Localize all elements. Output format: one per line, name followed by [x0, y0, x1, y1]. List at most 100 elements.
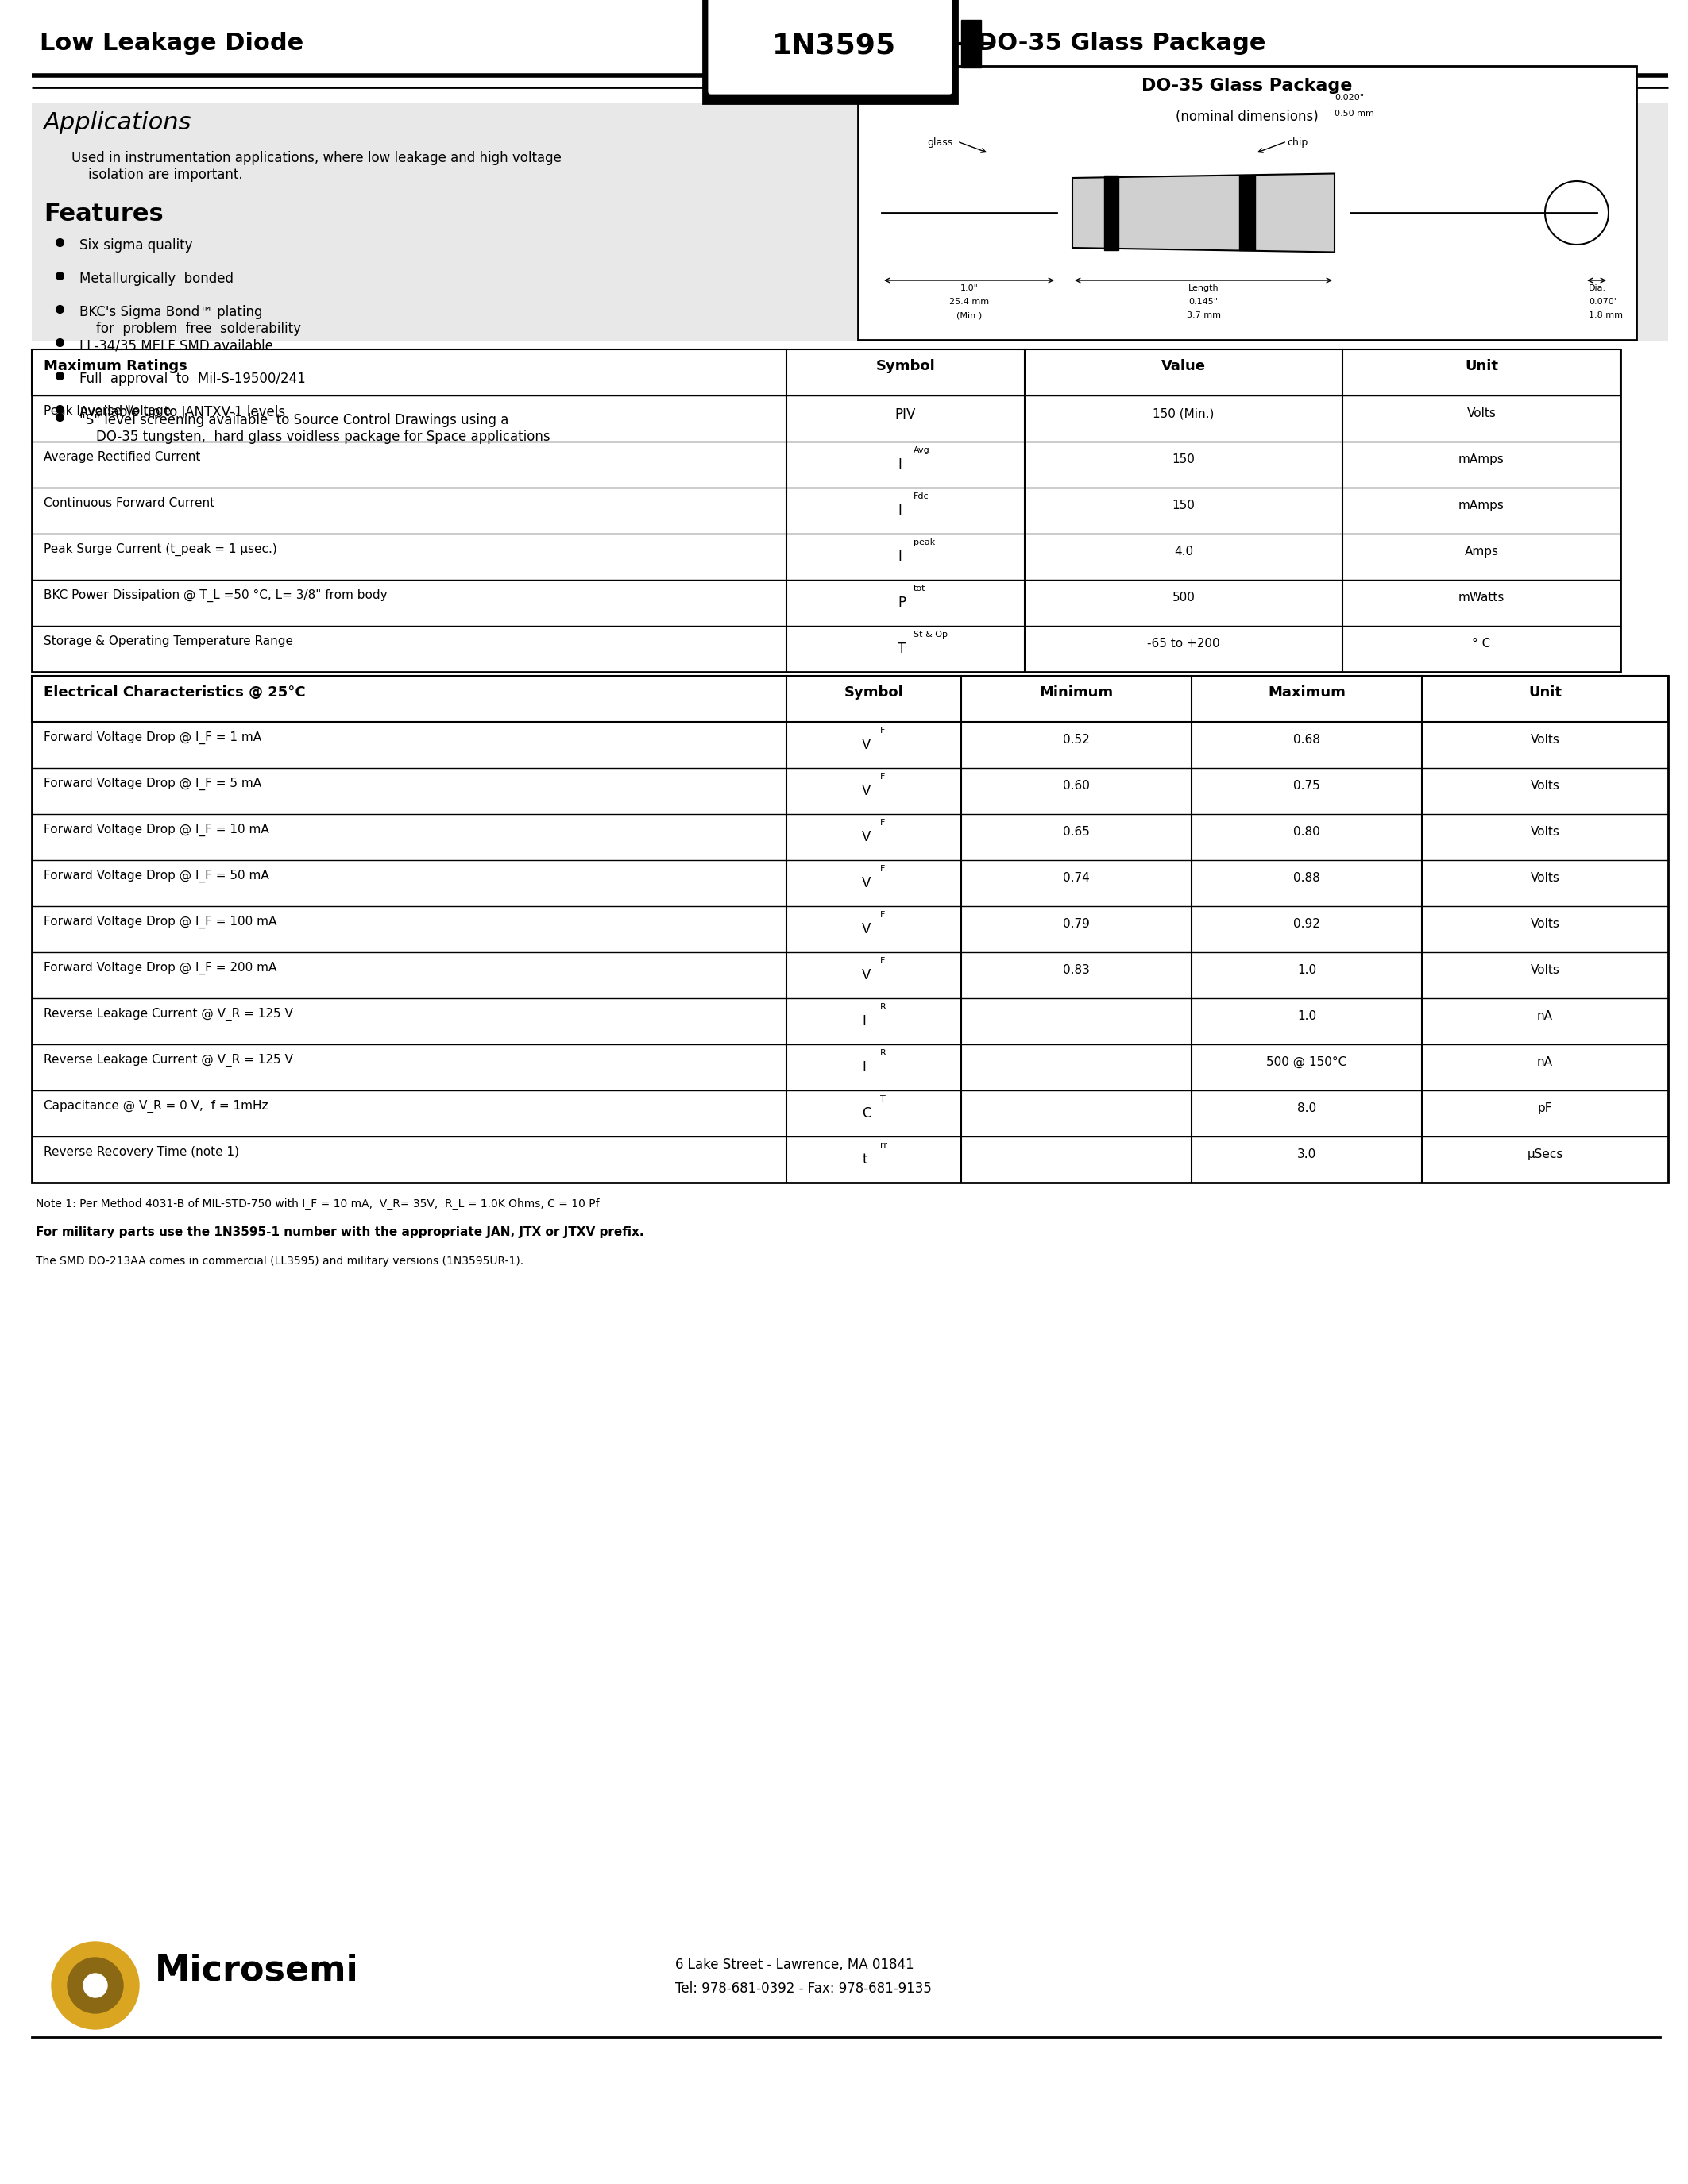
Text: 3.7 mm: 3.7 mm [1187, 312, 1220, 319]
Text: F: F [879, 911, 885, 919]
Text: mAmps: mAmps [1458, 500, 1504, 511]
Text: Storage & Operating Temperature Range: Storage & Operating Temperature Range [44, 636, 294, 646]
Text: Amps: Amps [1465, 546, 1499, 557]
Text: Forward Voltage Drop @ I_F = 1 mA: Forward Voltage Drop @ I_F = 1 mA [44, 732, 262, 745]
Bar [32, 349, 1620, 395]
Text: Note 1: Per Method 4031-B of MIL-STD-750 with I_F = 10 mA,  V_R= 35V,  R_L = 1.0: Note 1: Per Method 4031-B of MIL-STD-750… [35, 1199, 599, 1210]
Text: 0.65: 0.65 [1063, 826, 1090, 839]
Text: 0.070": 0.070" [1588, 297, 1619, 306]
Text: 0.145": 0.145" [1188, 297, 1219, 306]
Bar [1239, 175, 1256, 249]
Text: Length: Length [1188, 284, 1219, 293]
Text: Six sigma quality: Six sigma quality [79, 238, 192, 253]
Text: nA: nA [1538, 1011, 1553, 1022]
FancyBboxPatch shape [707, 0, 954, 96]
Text: Dia.: Dia. [1588, 284, 1607, 293]
Text: Low Leakage Diode: Low Leakage Diode [41, 33, 304, 55]
Text: F: F [879, 865, 885, 874]
Text: Avg: Avg [913, 446, 930, 454]
Text: (nominal dimensions): (nominal dimensions) [1177, 109, 1318, 124]
Text: I: I [898, 505, 901, 518]
Bar [702, 0, 957, 103]
Text: Symbol: Symbol [876, 358, 935, 373]
Text: 0.92: 0.92 [1293, 917, 1320, 930]
Text: Forward Voltage Drop @ I_F = 200 mA: Forward Voltage Drop @ I_F = 200 mA [44, 961, 277, 974]
Bar [32, 675, 1668, 723]
Text: Electrical Characteristics @ 25°C: Electrical Characteristics @ 25°C [44, 686, 306, 699]
Text: Volts: Volts [1531, 780, 1560, 793]
Text: Forward Voltage Drop @ I_F = 10 mA: Forward Voltage Drop @ I_F = 10 mA [44, 823, 268, 836]
Text: T: T [879, 1094, 886, 1103]
Text: Average Rectified Current: Average Rectified Current [44, 452, 201, 463]
Text: Reverse Recovery Time (note 1): Reverse Recovery Time (note 1) [44, 1147, 240, 1158]
Text: 1.0: 1.0 [1296, 1011, 1317, 1022]
Text: 0.60: 0.60 [1063, 780, 1090, 793]
Text: 0.75: 0.75 [1293, 780, 1320, 793]
Bar [960, 20, 981, 68]
Text: t: t [863, 1153, 868, 1166]
Text: ° C: ° C [1472, 638, 1491, 649]
Text: BKC Power Dissipation @ T_L =50 °C, L= 3/8" from body: BKC Power Dissipation @ T_L =50 °C, L= 3… [44, 590, 387, 603]
Text: DO-35 Glass Package: DO-35 Glass Package [1141, 79, 1352, 94]
Text: pF: pF [1538, 1103, 1553, 1114]
Circle shape [52, 1942, 138, 2029]
Text: V: V [863, 968, 871, 983]
Text: Value: Value [1161, 358, 1205, 373]
Text: P: P [898, 596, 906, 609]
Text: 0.79: 0.79 [1063, 917, 1090, 930]
Text: 0.50 mm: 0.50 mm [1335, 109, 1374, 118]
Text: Forward Voltage Drop @ I_F = 50 mA: Forward Voltage Drop @ I_F = 50 mA [44, 869, 268, 882]
Text: Unit: Unit [1465, 358, 1499, 373]
Text: 6 Lake Street - Lawrence, MA 01841: 6 Lake Street - Lawrence, MA 01841 [675, 1957, 913, 1972]
Text: tot: tot [913, 585, 925, 592]
Text: μSecs: μSecs [1528, 1149, 1563, 1160]
Text: F: F [879, 773, 885, 780]
Text: Forward Voltage Drop @ I_F = 100 mA: Forward Voltage Drop @ I_F = 100 mA [44, 915, 277, 928]
Text: Maximum: Maximum [1268, 686, 1345, 699]
Text: chip: chip [1286, 138, 1308, 149]
Bar [1104, 175, 1119, 249]
Text: Metallurgically  bonded: Metallurgically bonded [79, 271, 233, 286]
Text: Volts: Volts [1531, 826, 1560, 839]
Text: 500 @ 150°C: 500 @ 150°C [1266, 1057, 1347, 1068]
Text: glass: glass [928, 138, 954, 149]
Text: Continuous Forward Current: Continuous Forward Current [44, 498, 214, 509]
Text: 500: 500 [1171, 592, 1195, 603]
Text: Tel: 978-681-0392 - Fax: 978-681-9135: Tel: 978-681-0392 - Fax: 978-681-9135 [675, 1981, 932, 1996]
Text: I: I [863, 1059, 866, 1075]
Circle shape [68, 1957, 123, 2014]
Text: DO-35 Glass Package: DO-35 Glass Package [977, 33, 1266, 55]
Text: 25.4 mm: 25.4 mm [949, 297, 989, 306]
Text: V: V [863, 738, 871, 751]
Text: Volts: Volts [1531, 734, 1560, 745]
Text: Maximum Ratings: Maximum Ratings [44, 358, 187, 373]
Text: I: I [863, 1013, 866, 1029]
Text: Volts: Volts [1467, 408, 1496, 419]
Text: V: V [863, 922, 871, 937]
Text: PIV: PIV [895, 408, 917, 422]
Text: Peak Surge Current (t_peak = 1 μsec.): Peak Surge Current (t_peak = 1 μsec.) [44, 544, 277, 557]
Text: F: F [879, 957, 885, 965]
Text: mAmps: mAmps [1458, 454, 1504, 465]
Text: St & Op: St & Op [913, 631, 947, 638]
Text: Forward Voltage Drop @ I_F = 5 mA: Forward Voltage Drop @ I_F = 5 mA [44, 778, 262, 791]
Text: Reverse Leakage Current @ V_R = 125 V: Reverse Leakage Current @ V_R = 125 V [44, 1055, 294, 1066]
Text: The SMD DO-213AA comes in commercial (LL3595) and military versions (1N3595UR-1): The SMD DO-213AA comes in commercial (LL… [35, 1256, 523, 1267]
Text: 0.68: 0.68 [1293, 734, 1320, 745]
Text: For military parts use the 1N3595-1 number with the appropriate JAN, JTX or JTXV: For military parts use the 1N3595-1 numb… [35, 1225, 643, 1238]
Text: BKC's Sigma Bond™ plating
    for  problem  free  solderability: BKC's Sigma Bond™ plating for problem fr… [79, 306, 300, 336]
Text: F: F [879, 727, 885, 734]
Text: Unit: Unit [1528, 686, 1561, 699]
Text: Reverse Leakage Current @ V_R = 125 V: Reverse Leakage Current @ V_R = 125 V [44, 1007, 294, 1020]
Text: 0.74: 0.74 [1063, 871, 1090, 885]
Text: 150: 150 [1171, 500, 1195, 511]
Text: Volts: Volts [1531, 963, 1560, 976]
Text: "S" level screening available  to Source Control Drawings using a
    DO-35 tung: "S" level screening available to Source … [79, 413, 550, 443]
Text: I: I [898, 550, 901, 563]
Text: Volts: Volts [1531, 917, 1560, 930]
Text: mWatts: mWatts [1458, 592, 1504, 603]
Text: (Min.): (Min.) [957, 312, 982, 319]
Text: 4.0: 4.0 [1175, 546, 1193, 557]
Text: Peak Inverse Voltage: Peak Inverse Voltage [44, 404, 170, 417]
Text: C: C [863, 1107, 871, 1120]
